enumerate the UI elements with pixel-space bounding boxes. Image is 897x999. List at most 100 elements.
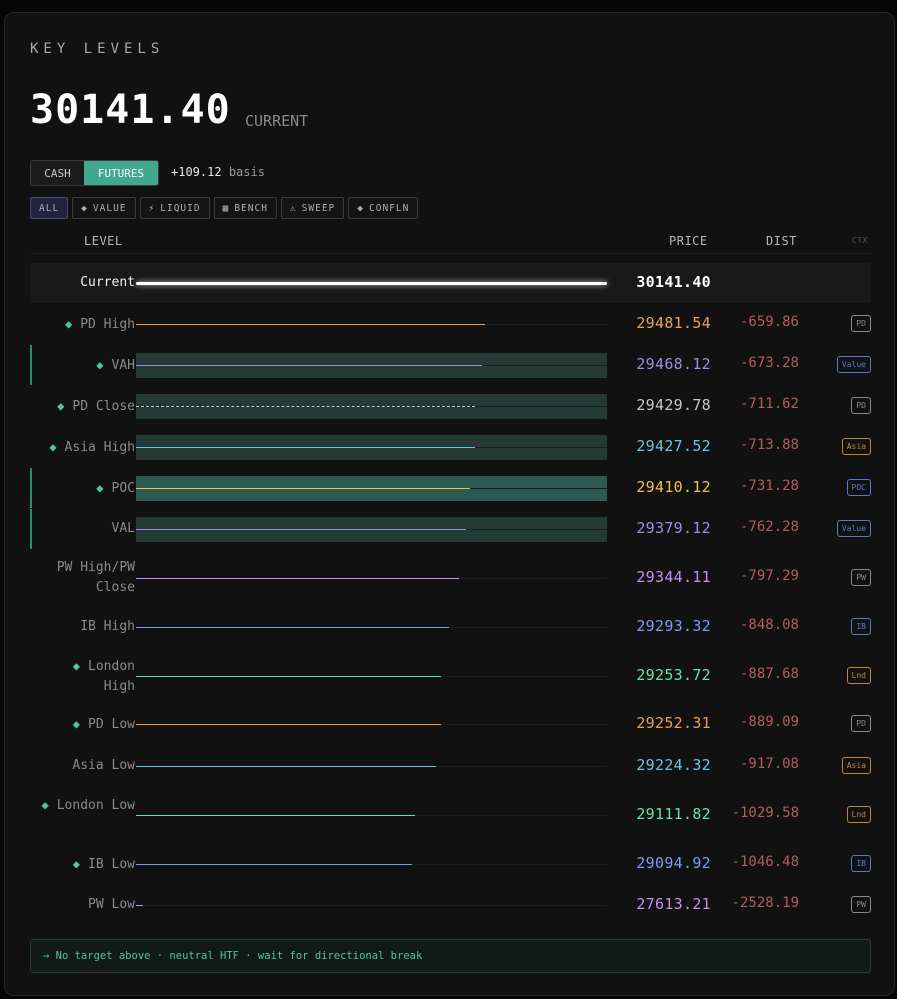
key-levels-panel: KEY LEVELS 30141.40 CURRENT CASH FUTURES… [4,12,895,996]
column-header-ctx: CTX [852,236,868,245]
level-distance: -848.08 [739,617,799,633]
level-row-poc[interactable]: ◆ POC 29410.12 -731.28 POC [30,468,871,508]
level-bar-area [136,704,607,744]
level-distance: -797.29 [739,568,799,584]
level-label-text: Current [80,275,135,290]
level-bar-area [136,795,607,835]
filter-icon: ▦ [222,202,230,214]
level-label-text: VAH [111,358,135,373]
current-price-row[interactable]: Current 30141.40 [30,263,871,303]
filter-icon: ◆ [81,202,88,214]
column-header-level: LEVEL [84,234,123,248]
panel-title: KEY LEVELS [30,41,165,57]
context-badge: Asia [841,438,871,455]
level-row-pw-low[interactable]: PW Low 27613.21 -2528.19 PW [30,885,871,925]
context-badge: PD [851,397,871,414]
level-price: 29224.32 [636,756,711,774]
level-label-text: Asia High [64,440,135,455]
level-distance: -731.28 [739,478,799,494]
level-bar-area [136,304,607,344]
level-distance: -673.28 [739,355,799,371]
filter-confln[interactable]: ◆ CONFLN [348,197,419,219]
level-label: ◆ POC [96,478,135,499]
filter-label: CONFLN [369,202,410,214]
value-area-marker [30,468,32,508]
level-distance-bar [136,406,475,407]
level-row-london-low[interactable]: ◆ London Low 29111.82 -1029.58 Lnd [30,795,871,835]
level-label: ◆ London High [35,656,135,697]
context-badge: IB [851,618,871,635]
filter-icon: ⚡ [148,202,156,214]
level-label: ◆ PD Low [73,714,135,735]
level-bar-area [136,263,607,303]
level-price: 29429.78 [636,396,711,414]
filter-label: VALUE [92,202,127,214]
current-price-label: CURRENT [245,112,309,130]
level-price: 29379.12 [636,519,711,537]
confluence-diamond-icon: ◆ [72,659,81,673]
context-badge: Value [836,520,871,537]
level-distance: -762.28 [739,519,799,535]
level-bar-area [136,607,607,647]
column-header-price: PRICE [669,234,708,248]
level-row-pd-close[interactable]: ◆ PD Close 29429.78 -711.62 PD [30,386,871,426]
context-badge: PW [851,896,871,913]
level-distance-bar [136,676,441,677]
level-distance-bar [136,905,143,906]
level-row-vah[interactable]: ◆ VAH 29468.12 -673.28 Value [30,345,871,385]
level-distance: -713.88 [739,437,799,453]
level-distance-bar [136,815,415,816]
futures-button[interactable]: FUTURES [84,161,158,185]
value-area-marker [30,509,32,549]
level-label-text: London High [88,659,135,694]
level-label: Current [80,273,135,293]
level-row-val[interactable]: VAL 29379.12 -762.28 Value [30,509,871,549]
confluence-diamond-icon: ◆ [72,857,81,871]
basis-readout: +109.12 basis [171,165,265,179]
level-price: 27613.21 [636,895,711,913]
level-bar-area [136,844,607,884]
level-label: VAL [112,519,135,539]
filter-sweep[interactable]: ⚠ SWEEP [280,197,345,219]
filter-icon: ⚠ [289,202,297,214]
basis-label: basis [228,165,265,179]
filter-label: LIQUID [160,202,201,214]
level-row-ib-low[interactable]: ◆ IB Low 29094.92 -1046.48 IB [30,844,871,884]
filter-value[interactable]: ◆ VALUE [72,197,136,219]
context-badge: Asia [841,757,871,774]
context-badge: Lnd [846,806,871,823]
level-label: ◆ PD Close [57,396,135,417]
level-distance: -889.09 [739,714,799,730]
cash-button[interactable]: CASH [31,161,84,185]
context-badge: IB [851,855,871,872]
level-row-asia-high[interactable]: ◆ Asia High 29427.52 -713.88 Asia [30,427,871,467]
filter-bench[interactable]: ▦ BENCH [213,197,277,219]
confluence-diamond-icon: ◆ [64,317,73,331]
level-row-pd-low[interactable]: ◆ PD Low 29252.31 -889.09 PD [30,704,871,744]
level-label: Asia Low [72,756,135,776]
level-row-asia-low[interactable]: Asia Low 29224.32 -917.08 Asia [30,746,871,786]
level-row-pd-high[interactable]: ◆ PD High 29481.54 -659.86 PD [30,304,871,344]
context-badge: PD [851,715,871,732]
level-label: ◆ VAH [96,355,135,376]
level-label: IB High [80,617,135,637]
level-distance-bar [136,578,459,579]
level-distance: -659.86 [739,314,799,330]
level-price: 29111.82 [636,805,711,823]
level-row-ib-high[interactable]: IB High 29293.32 -848.08 IB [30,607,871,647]
filter-liquid[interactable]: ⚡ LIQUID [139,197,210,219]
level-price: 29410.12 [636,478,711,496]
level-distance-bar [136,864,412,865]
level-price: 30141.40 [636,273,711,291]
level-label-text: PW Low [88,897,135,912]
filter-all[interactable]: ALL [30,197,69,219]
level-distance: -917.08 [739,756,799,772]
level-label-text: PD High [80,317,135,332]
level-distance-bar [136,488,470,489]
level-price: 29481.54 [636,314,711,332]
level-row-pw-high-pw-close[interactable]: PW High/PW Close 29344.11 -797.29 PW [30,558,871,598]
confluence-diamond-icon: ◆ [96,358,104,372]
level-distance-bar [136,627,449,628]
filter-icon: ◆ [357,202,364,214]
level-row-london-high[interactable]: ◆ London High 29253.72 -887.68 Lnd [30,656,871,696]
